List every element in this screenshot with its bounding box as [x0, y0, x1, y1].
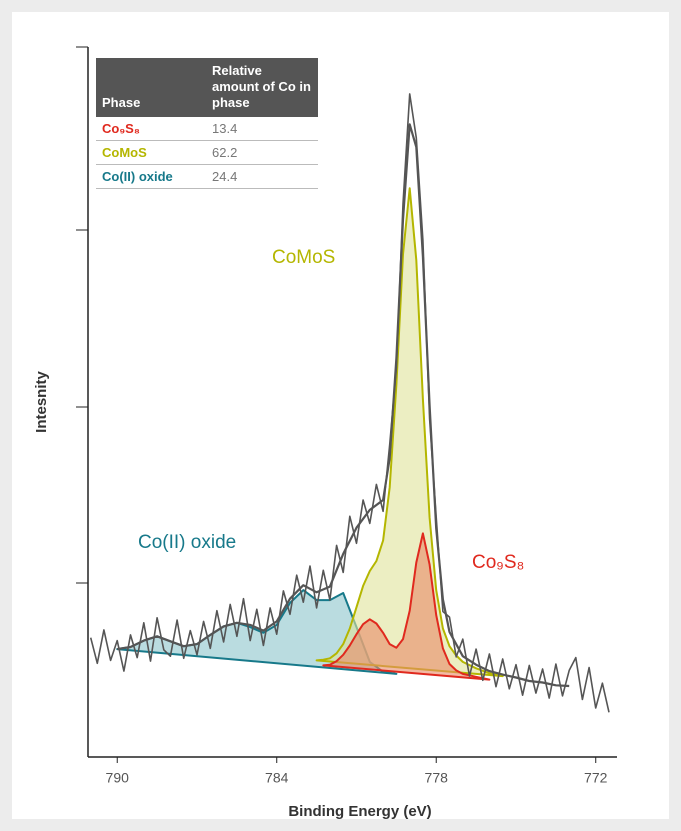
phase-table: Phase Relative amount of Co in phase Co₉… — [96, 58, 318, 189]
annotation: CoMoS — [272, 247, 335, 268]
x-axis-label: Binding Energy (eV) — [288, 803, 431, 820]
annotation: Co(II) oxide — [138, 532, 236, 553]
phase-cell: Co(II) oxide — [96, 164, 206, 189]
phase-cell: Co₉S₈ — [96, 117, 206, 141]
table-row: Co₉S₈ 13.4 — [96, 117, 318, 141]
header-cell: Phase — [96, 58, 206, 117]
component-area — [315, 187, 504, 678]
x-tick-label: 790 — [106, 770, 130, 786]
table-header: Phase Relative amount of Co in phase — [96, 58, 318, 117]
spectrum-line — [117, 123, 570, 688]
header-cell: Relative amount of Co in phase — [206, 58, 318, 117]
x-tick-label: 778 — [425, 770, 449, 786]
component-area — [322, 532, 491, 681]
spectrum-line — [89, 93, 610, 713]
table-body: Co₉S₈ 13.4 CoMoS 62.2 Co(II) oxide 24.4 — [96, 117, 318, 189]
phase-cell: CoMoS — [96, 140, 206, 165]
x-tick-label: 784 — [265, 770, 289, 786]
amount-cell: 13.4 — [206, 117, 318, 141]
y-axis-label: Intesnity — [33, 371, 50, 433]
annotation: Co₉S₈ — [472, 552, 524, 573]
amount-cell: 62.2 — [206, 140, 318, 165]
plot-area — [89, 93, 610, 713]
table-row: CoMoS 62.2 — [96, 140, 318, 165]
table-row: Co(II) oxide 24.4 — [96, 164, 318, 189]
x-tick-label: 772 — [584, 770, 608, 786]
amount-cell: 24.4 — [206, 164, 318, 189]
